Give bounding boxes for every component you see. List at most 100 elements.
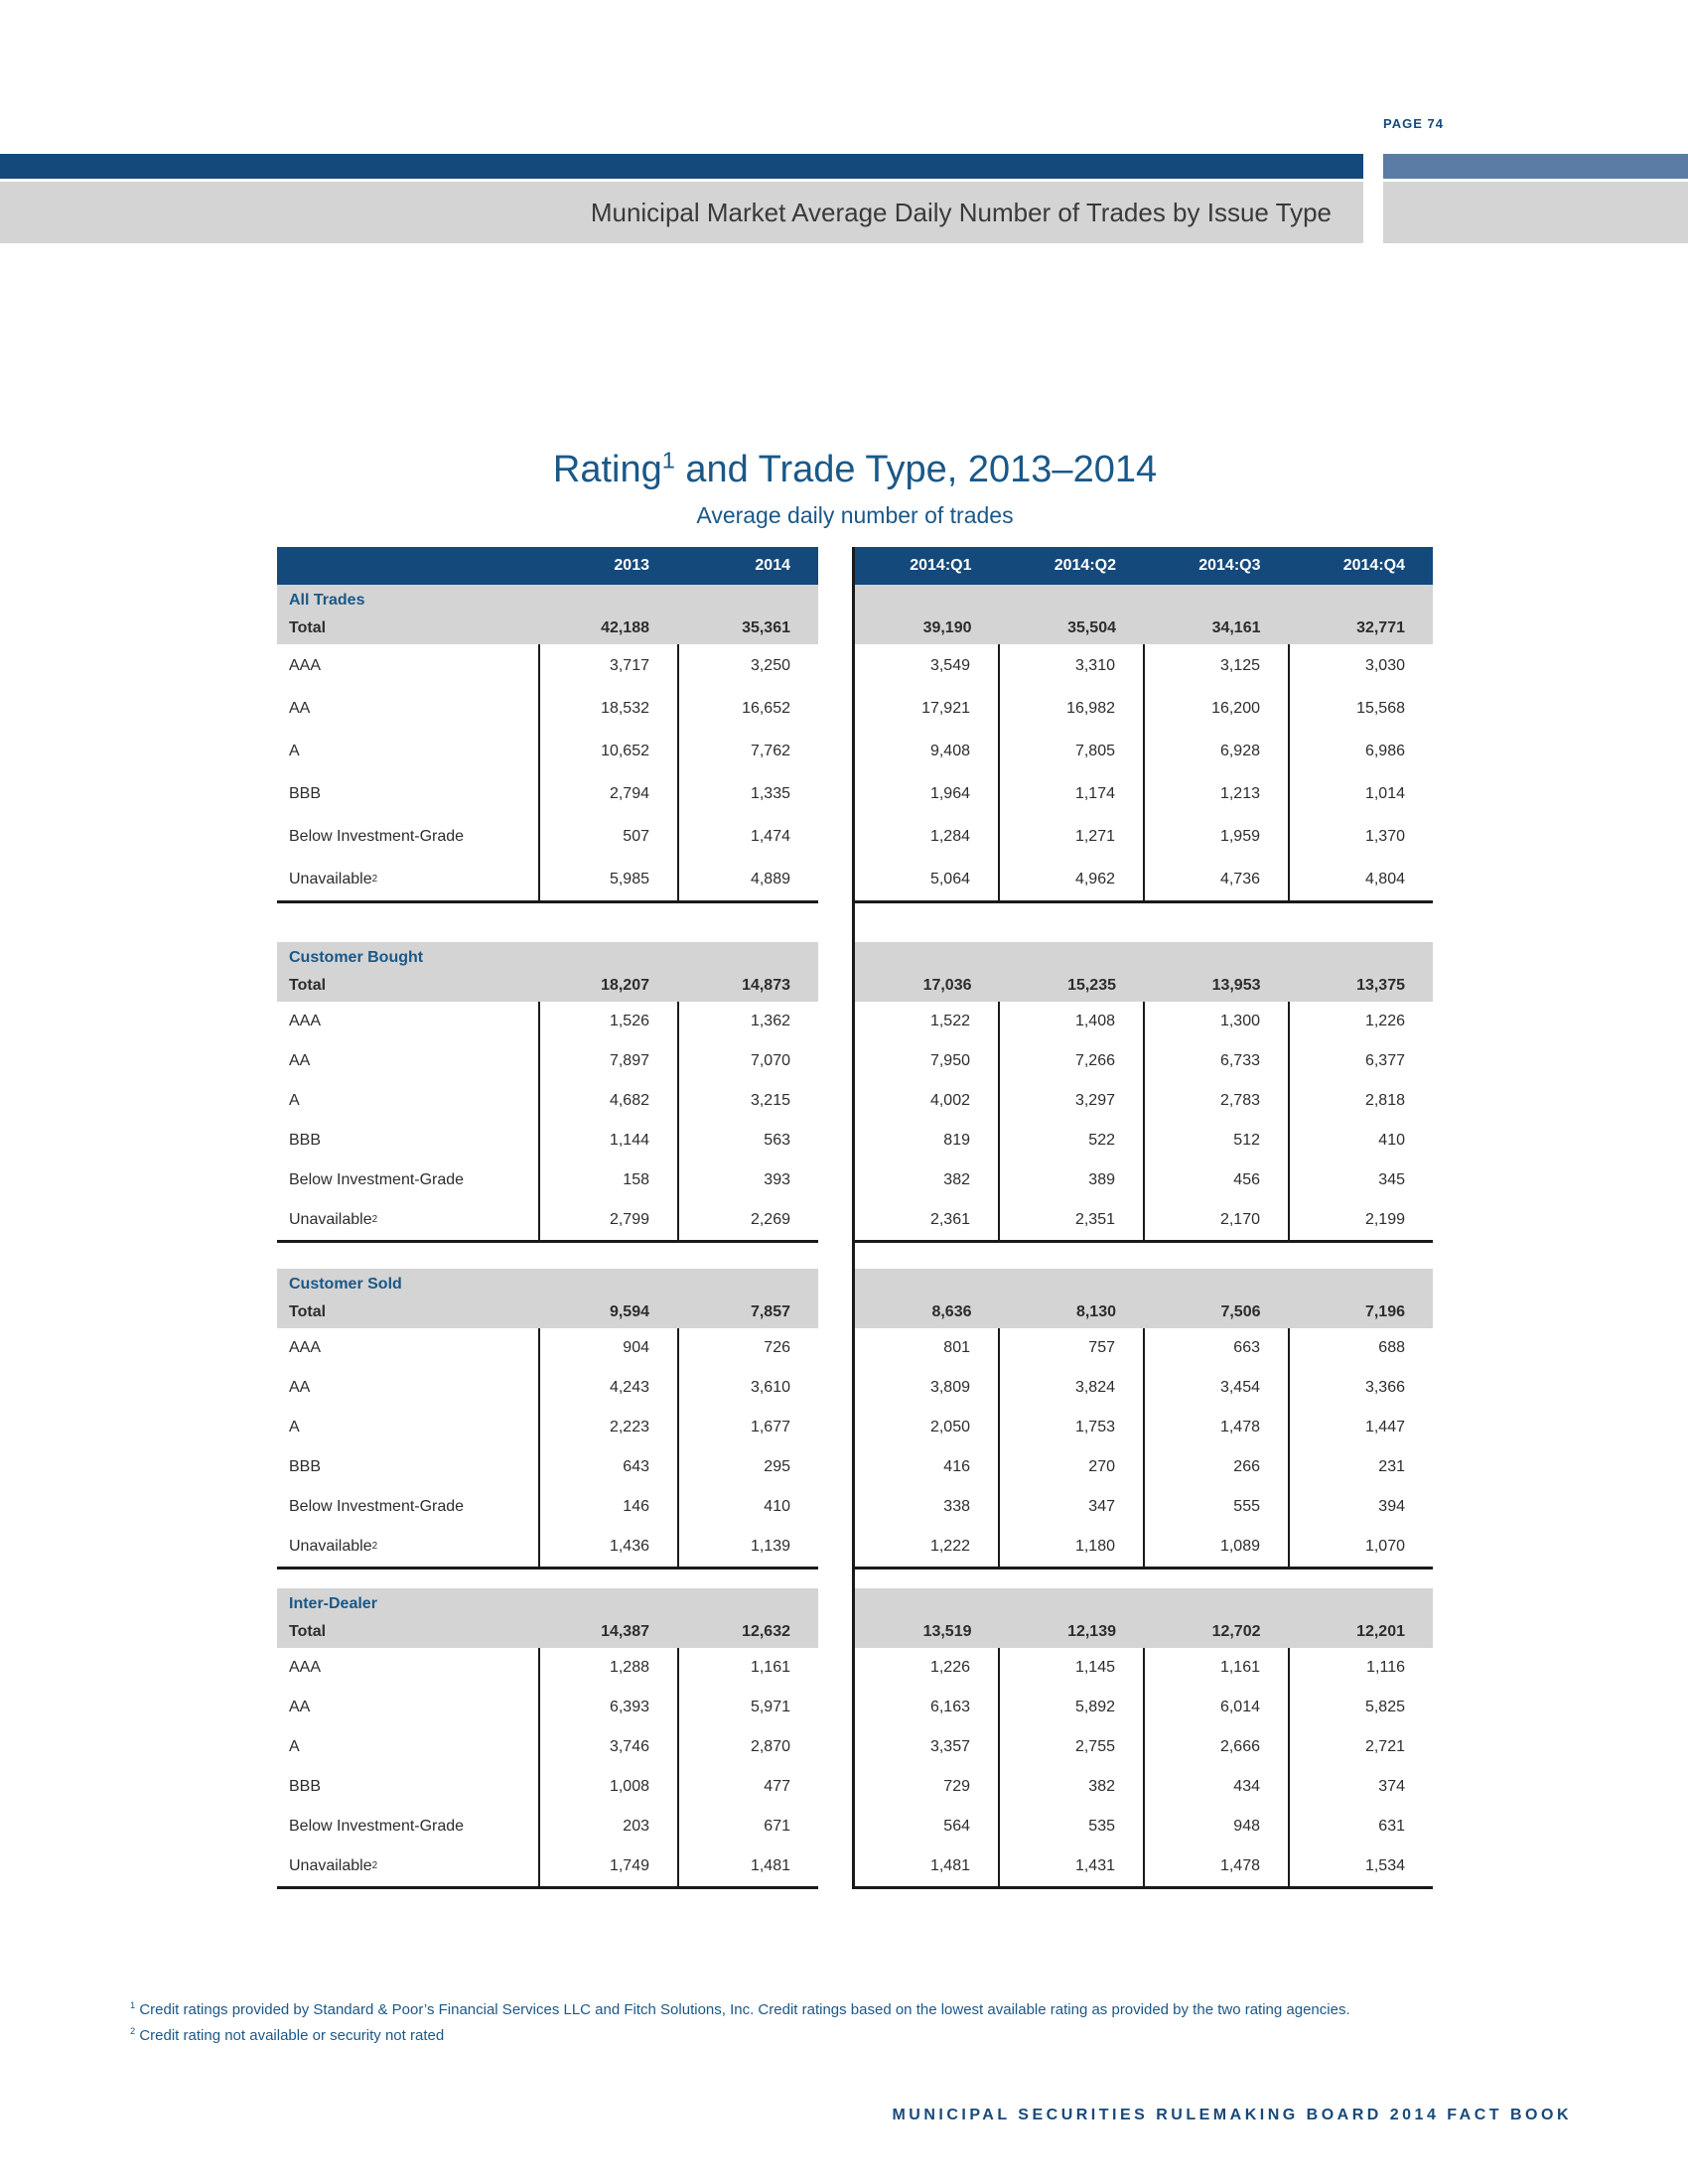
- section-band: All Trades Total 42,188 35,361: [277, 585, 818, 644]
- total-value: 9,594: [609, 1303, 649, 1320]
- footnote-text: Credit rating not available or security …: [135, 2027, 445, 2044]
- cell-value: 6,393: [538, 1688, 677, 1727]
- section-name: Customer Bought: [289, 949, 424, 966]
- table-row: AA 7,897 7,070: [277, 1041, 818, 1081]
- table-row: Unavailable 2 1,749 1,481: [277, 1846, 818, 1886]
- cell-value: 416: [943, 1458, 970, 1475]
- cell-value: 1,335: [677, 772, 818, 815]
- row-label-text: A: [289, 1419, 300, 1435]
- cell-value: 688: [1288, 1328, 1433, 1368]
- row-label-text: AA: [289, 699, 311, 717]
- cell-value: 7,805: [998, 730, 1143, 772]
- cell-value: 2,351: [998, 1200, 1143, 1240]
- cell-value: 1,161: [677, 1648, 818, 1688]
- cell-value: 729: [943, 1778, 970, 1795]
- table-row: 1,481 1,431 1,478 1,534: [855, 1846, 1433, 1886]
- cell-value: 4,682: [538, 1081, 677, 1121]
- total-value: 14,873: [742, 977, 790, 994]
- row-label: AAA: [277, 1328, 538, 1368]
- total-value: 13,519: [922, 1623, 972, 1640]
- total-row: Total 14,387 12,632: [277, 1619, 818, 1645]
- cell-value: 2,755: [998, 1727, 1143, 1767]
- total-row: Total 9,594 7,857: [277, 1299, 818, 1325]
- cell-value: 1,300: [1143, 1002, 1288, 1041]
- footnote-text: Credit ratings provided by Standard & Po…: [135, 2001, 1350, 2018]
- cell-value: 1,284: [929, 827, 970, 845]
- section-name-spacer: [855, 592, 1433, 615]
- table-row: 338 347 555 394: [855, 1487, 1433, 1527]
- total-value: 17,036: [922, 977, 972, 994]
- cell-value: 1,174: [998, 772, 1143, 815]
- row-label-text: A: [289, 742, 300, 759]
- cell-value: 2,223: [538, 1408, 677, 1447]
- row-label: A: [277, 1081, 538, 1121]
- cell-value: 3,310: [998, 644, 1143, 687]
- cell-value: 1,749: [538, 1846, 677, 1886]
- total-label: Total: [289, 619, 327, 636]
- cell-value: 1,436: [538, 1527, 677, 1567]
- row-label: AAA: [277, 644, 538, 687]
- section-name-spacer: [855, 1595, 1433, 1619]
- cell-value: 2,799: [538, 1200, 677, 1240]
- cell-value: 904: [538, 1328, 677, 1368]
- row-label-text: AAA: [289, 656, 322, 674]
- table-row: BBB 643 295: [277, 1447, 818, 1487]
- table-title-text: Rating: [552, 449, 662, 490]
- row-label-text: Unavailable: [289, 1211, 372, 1228]
- section-band: Inter-Dealer Total 14,387 12,632: [277, 1588, 818, 1648]
- column-header-2014q1: 2014:Q1: [910, 557, 972, 574]
- table-row: BBB 2,794 1,335: [277, 772, 818, 815]
- total-value: 32,771: [1356, 619, 1405, 636]
- table-row: 382 389 456 345: [855, 1160, 1433, 1200]
- cell-value: 1,226: [929, 1659, 970, 1676]
- row-label-text: Below Investment-Grade: [289, 1498, 465, 1515]
- row-label-text: Below Investment-Grade: [289, 1818, 465, 1835]
- section-name: Customer Sold: [289, 1276, 402, 1293]
- cell-value: 2,818: [1288, 1081, 1433, 1121]
- cell-value: 374: [1288, 1767, 1433, 1807]
- footnote-marker: 1: [130, 2000, 136, 2010]
- table-title: Rating1 and Trade Type, 2013–2014: [277, 449, 1433, 491]
- trades-table: 2013 2014 All Trades Total 42,188 35,361 AAA…: [277, 547, 1433, 1889]
- cell-value: 2,269: [677, 1200, 818, 1240]
- row-label: A: [277, 1727, 538, 1767]
- total-row: 17,036 15,235 13,953 13,375: [855, 973, 1433, 999]
- cell-value: 2,199: [1288, 1200, 1433, 1240]
- table-row: 3,809 3,824 3,454 3,366: [855, 1368, 1433, 1408]
- table-row: A 3,746 2,870: [277, 1727, 818, 1767]
- cell-value: 2,783: [1143, 1081, 1288, 1121]
- table-row: Unavailable 2 1,436 1,139: [277, 1527, 818, 1567]
- table-row: 1,964 1,174 1,213 1,014: [855, 772, 1433, 815]
- table-row: A 10,652 7,762: [277, 730, 818, 772]
- annual-table-body: All Trades Total 42,188 35,361 AAA 3,717 3,250…: [277, 585, 818, 1889]
- table-row: 7,950 7,266 6,733 6,377: [855, 1041, 1433, 1081]
- cell-value: 5,825: [1288, 1688, 1433, 1727]
- row-label: Below Investment-Grade: [277, 1807, 538, 1846]
- cell-value: 801: [943, 1339, 970, 1356]
- banner-gray-band-right: [1383, 182, 1688, 243]
- banner-slate-accent-bar: [1383, 154, 1688, 179]
- total-label: Total: [289, 1623, 327, 1640]
- cell-value: 4,002: [929, 1092, 970, 1109]
- table-row: AAA 1,526 1,362: [277, 1002, 818, 1041]
- row-label-text: Unavailable: [289, 870, 372, 887]
- table-row: 729 382 434 374: [855, 1767, 1433, 1807]
- total-value: 13,953: [1211, 977, 1261, 994]
- total-row: Total 42,188 35,361: [277, 615, 818, 641]
- cell-value: 6,928: [1143, 730, 1288, 772]
- row-label-text: BBB: [289, 1778, 322, 1795]
- row-label-text: AAA: [289, 1659, 322, 1676]
- cell-value: 338: [943, 1498, 970, 1515]
- section-gap: [277, 903, 818, 942]
- row-label: AA: [277, 1041, 538, 1081]
- total-value: 8,636: [931, 1303, 972, 1320]
- table-row: 1,522 1,408 1,300 1,226: [855, 1002, 1433, 1041]
- footnote-marker: 2: [130, 2026, 136, 2036]
- table-row: 2,361 2,351 2,170 2,199: [855, 1200, 1433, 1240]
- total-value: 34,161: [1211, 619, 1261, 636]
- row-label-text: AA: [289, 1699, 311, 1715]
- cell-value: 3,366: [1288, 1368, 1433, 1408]
- row-label: AAA: [277, 1648, 538, 1688]
- section-name-spacer: [855, 949, 1433, 973]
- banner-navy-bar: [0, 154, 1363, 179]
